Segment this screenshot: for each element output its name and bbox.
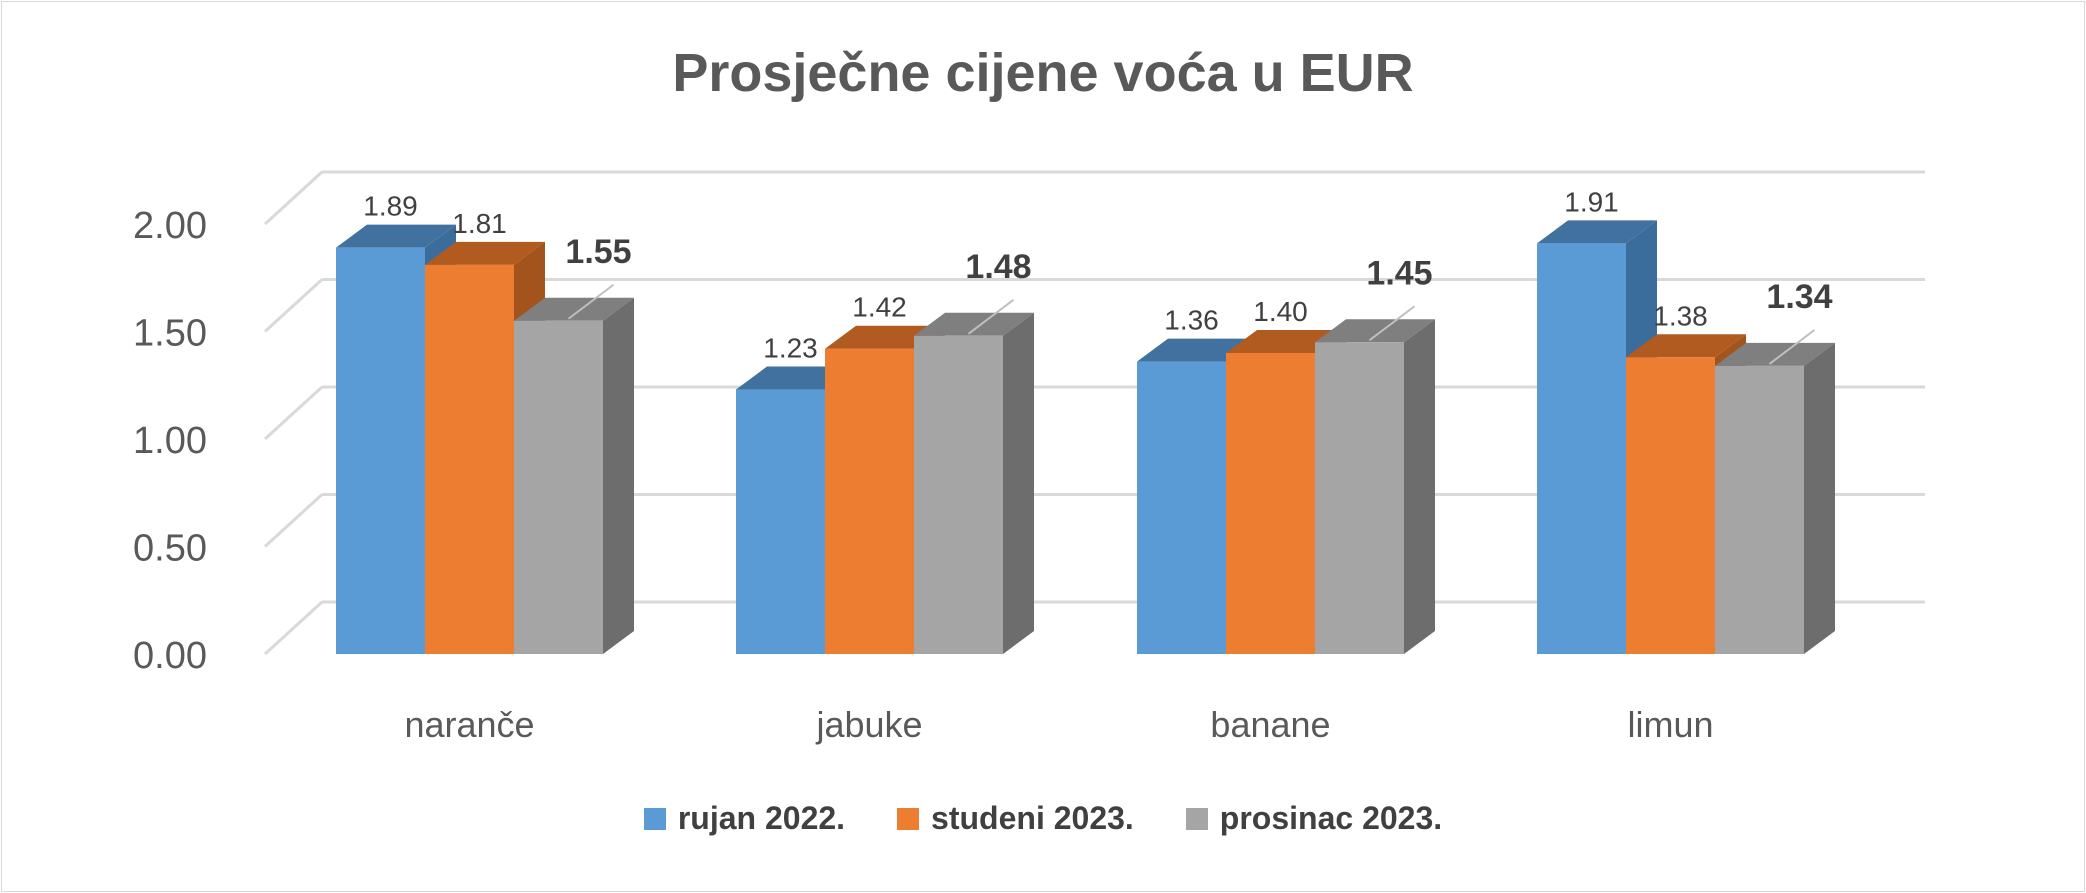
bar-top bbox=[336, 224, 456, 248]
chart-title: Prosječne cijene voća u EUR bbox=[672, 43, 1414, 103]
bar-side bbox=[1404, 319, 1435, 654]
data-label: 1.89 bbox=[363, 191, 418, 222]
data-label-leader bbox=[967, 299, 1015, 335]
legend-label: rujan 2022. bbox=[677, 800, 846, 836]
data-label: 1.36 bbox=[1164, 305, 1219, 336]
y-tick-label: 1.50 bbox=[133, 313, 207, 355]
bar bbox=[1537, 243, 1626, 654]
legend-item: studeni 2023. bbox=[897, 800, 1134, 837]
bar bbox=[736, 389, 825, 654]
bar bbox=[914, 335, 1003, 654]
data-label: 1.23 bbox=[763, 333, 818, 364]
bar bbox=[1315, 342, 1404, 654]
y-tick-label: 0.50 bbox=[133, 528, 207, 570]
y-tick-label: 2.00 bbox=[133, 205, 207, 247]
data-label-leader bbox=[567, 283, 615, 320]
gridline-side bbox=[263, 600, 324, 656]
data-label: 1.34 bbox=[1766, 278, 1832, 316]
x-tick-label: jabuke bbox=[815, 704, 922, 745]
data-label-leader bbox=[1368, 305, 1416, 342]
x-tick-label: banane bbox=[1210, 704, 1330, 745]
legend-item: prosinac 2023. bbox=[1185, 800, 1443, 837]
x-tick-label: naranče bbox=[404, 704, 534, 745]
legend-swatch bbox=[643, 807, 666, 830]
bar-top bbox=[1626, 334, 1746, 358]
legend-label: studeni 2023. bbox=[931, 800, 1134, 836]
data-label-leader bbox=[1768, 329, 1816, 365]
data-label: 1.42 bbox=[852, 292, 907, 323]
bar-side bbox=[1003, 312, 1034, 654]
bar bbox=[1715, 365, 1804, 654]
bar-top bbox=[1537, 220, 1657, 244]
bar bbox=[1137, 361, 1226, 654]
data-label: 1.48 bbox=[965, 248, 1031, 286]
legend-item: rujan 2022. bbox=[643, 800, 846, 837]
bar-side bbox=[1804, 342, 1835, 654]
bar bbox=[1226, 353, 1315, 654]
legend-swatch bbox=[897, 807, 920, 830]
data-label: 1.38 bbox=[1653, 300, 1708, 331]
y-tick-label: 1.00 bbox=[133, 420, 207, 462]
bar bbox=[514, 320, 603, 654]
data-label: 1.55 bbox=[565, 233, 631, 271]
legend-label: prosinac 2023. bbox=[1219, 800, 1443, 836]
y-tick-label: 0.00 bbox=[133, 635, 207, 677]
data-label: 1.45 bbox=[1366, 254, 1432, 292]
bar bbox=[1626, 357, 1715, 654]
gridline-side bbox=[263, 493, 324, 548]
data-label: 1.81 bbox=[452, 208, 507, 239]
chart-legend: rujan 2022. studeni 2023. prosinac 2023. bbox=[0, 800, 2086, 837]
data-label: 1.91 bbox=[1564, 186, 1619, 217]
bar bbox=[336, 247, 425, 654]
bar-top bbox=[425, 241, 545, 265]
bar-top bbox=[914, 312, 1034, 336]
bar-side bbox=[603, 297, 634, 654]
x-tick-label: limun bbox=[1627, 704, 1713, 745]
gridline-side bbox=[263, 278, 324, 333]
bar bbox=[825, 348, 914, 654]
gridline-side bbox=[263, 385, 324, 441]
bar-top bbox=[1715, 342, 1835, 366]
bar-top bbox=[514, 297, 634, 321]
data-label: 1.40 bbox=[1253, 296, 1308, 327]
bar bbox=[425, 264, 514, 654]
gridline-side bbox=[263, 170, 324, 226]
legend-swatch bbox=[1185, 807, 1208, 830]
bar-top bbox=[1315, 319, 1435, 343]
